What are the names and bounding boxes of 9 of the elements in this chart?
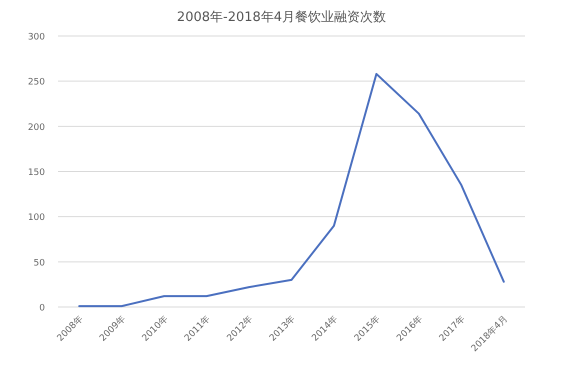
chart-title: 2008年-2018年4月餐饮业融资次数 — [176, 10, 386, 25]
y-tick-label: 0 — [39, 304, 46, 314]
y-tick-label: 100 — [28, 213, 46, 224]
line-series — [78, 72, 505, 308]
y-tick-label: 150 — [28, 168, 46, 178]
y-tick-label: 250 — [28, 78, 46, 88]
y-tick-label: 300 — [28, 32, 46, 42]
y-tick-label: 50 — [34, 258, 46, 268]
y-tick-label: 200 — [28, 122, 46, 133]
